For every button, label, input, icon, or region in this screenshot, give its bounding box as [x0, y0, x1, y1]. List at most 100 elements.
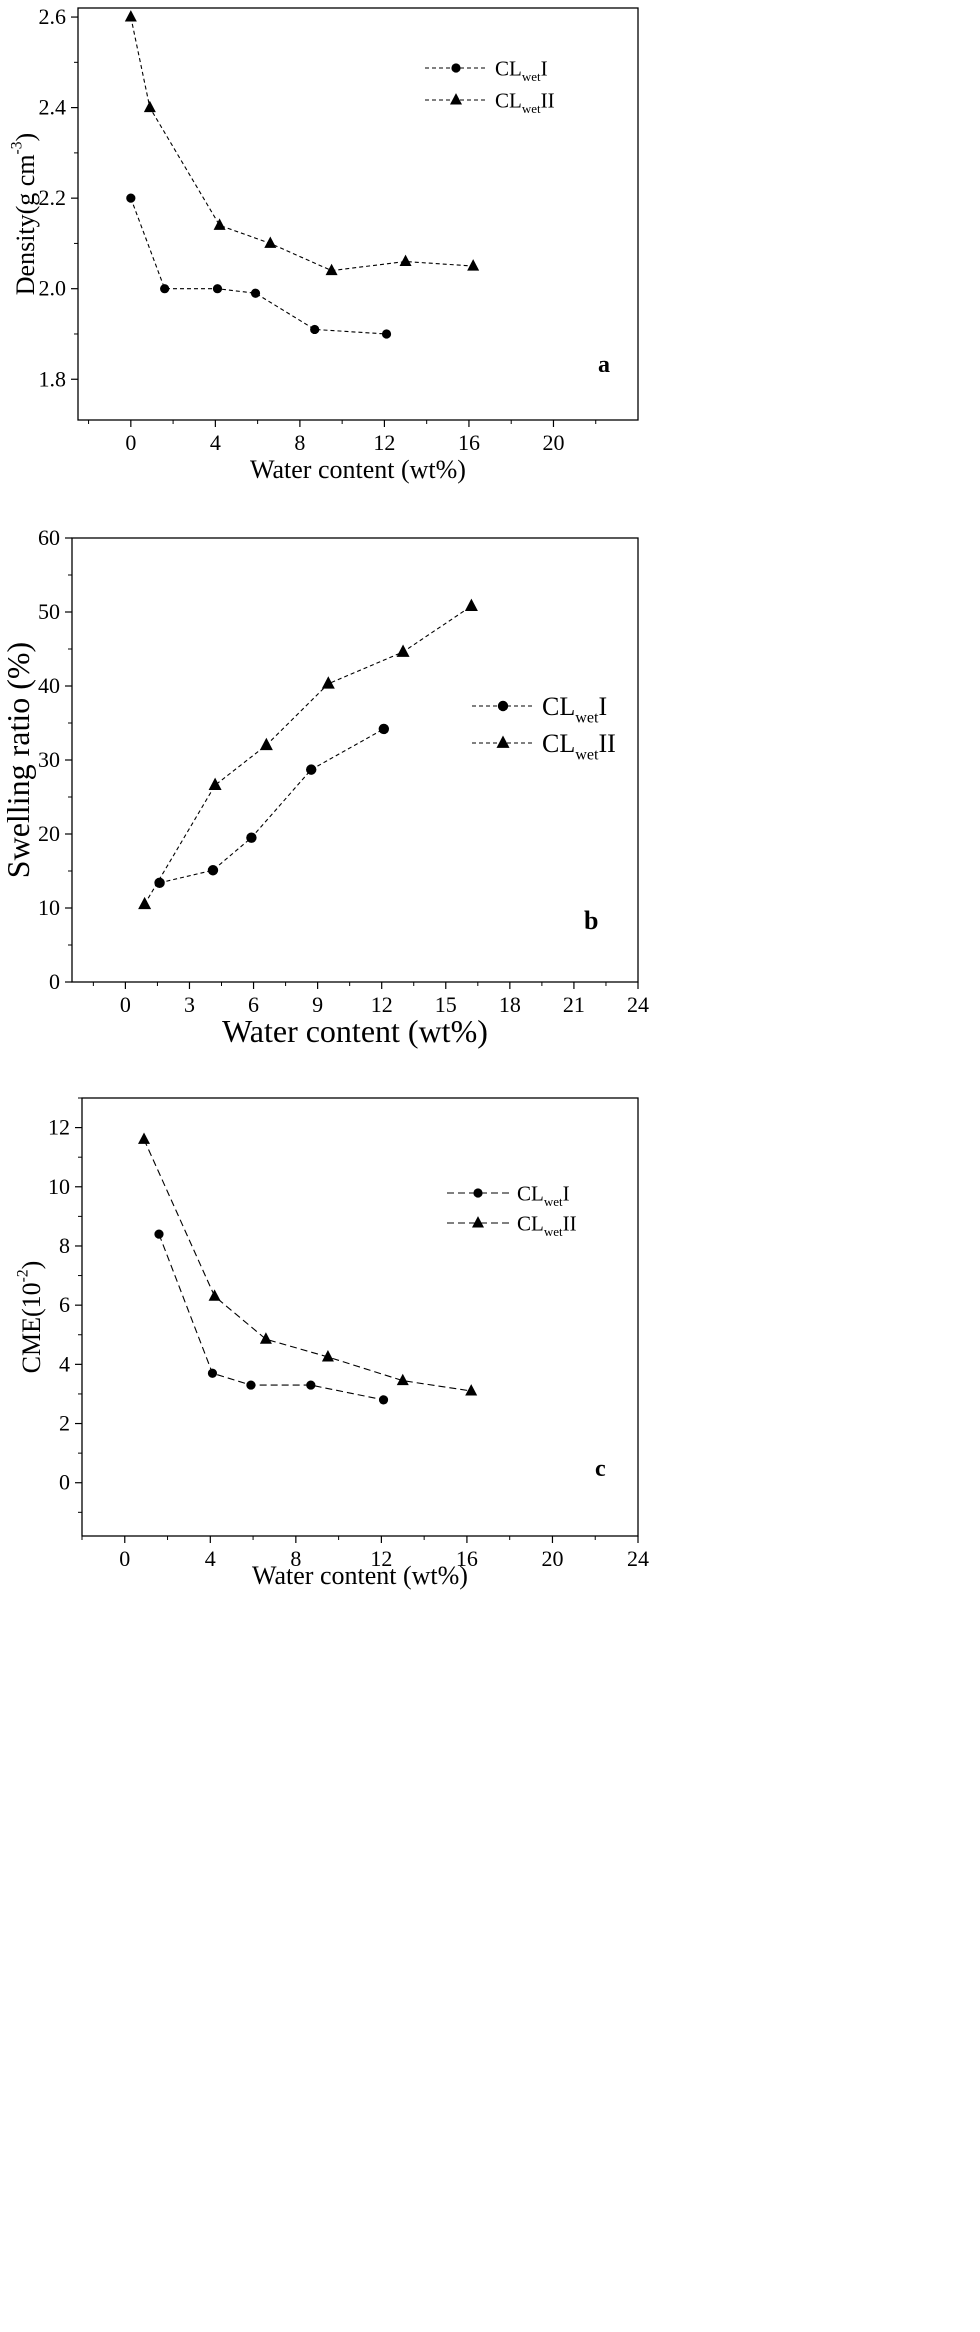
legend-label-sub: wet: [522, 69, 541, 84]
data-point-I: [250, 288, 261, 298]
y-tick-label: 50: [38, 599, 60, 624]
data-point-II: [208, 1289, 221, 1301]
y-axis-label-sup: -3: [8, 141, 25, 154]
legend-label: CLwetII: [517, 1211, 577, 1239]
legend-marker: [472, 1216, 484, 1228]
legend-label-sub: wet: [522, 101, 541, 116]
data-point-I: [306, 1380, 316, 1390]
y-tick-label: 6: [59, 1292, 70, 1317]
series-line-I: [130, 197, 387, 335]
legend-label-suffix: II: [541, 88, 555, 112]
legend-label-suffix: I: [599, 692, 608, 721]
data-point-II: [213, 218, 226, 230]
data-point-I: [126, 193, 136, 203]
plot-frame: [71, 537, 639, 983]
y-tick-label: 30: [38, 747, 60, 772]
data-point-I: [207, 1368, 218, 1378]
plot-frame: [81, 1097, 639, 1537]
y-axis-label-close: ): [11, 133, 40, 142]
data-point-II: [321, 676, 335, 689]
data-point-I: [160, 284, 170, 294]
x-tick-label: 16: [458, 430, 480, 455]
data-point-II: [464, 598, 478, 611]
x-tick-label: 4: [210, 430, 221, 455]
y-tick-label: 40: [38, 673, 60, 698]
x-tick-label: 12: [371, 992, 393, 1017]
x-tick-label: 20: [541, 1546, 563, 1571]
y-tick-label: 12: [48, 1115, 70, 1140]
x-tick-label: 9: [312, 992, 323, 1017]
data-point-II: [396, 1373, 409, 1386]
y-tick-label: 2.4: [39, 95, 67, 120]
y-tick-label: 2.0: [39, 276, 67, 301]
data-point-II: [396, 644, 410, 657]
legend-label-suffix: I: [541, 56, 548, 80]
data-point-I: [306, 764, 317, 775]
legend-label-suffix: I: [563, 1181, 570, 1205]
legend-label: CLwetI: [517, 1181, 570, 1209]
data-point-II: [465, 1384, 478, 1396]
y-tick-label: 8: [59, 1233, 70, 1258]
y-axis-label: Swelling ratio (%): [0, 642, 36, 878]
data-point-I: [378, 1395, 389, 1405]
legend-label-base: CL: [542, 692, 575, 721]
y-tick-label: 60: [38, 525, 60, 550]
y-tick-label: 1.8: [39, 366, 67, 391]
x-tick-label: 18: [499, 992, 521, 1017]
legend-marker: [450, 93, 462, 105]
y-tick-label: 2.6: [39, 4, 67, 29]
x-tick-label: 0: [119, 1546, 130, 1571]
legend-label: CLwetII: [495, 88, 555, 116]
panel-label: c: [595, 1456, 606, 1482]
legend-label-base: CL: [495, 88, 522, 112]
x-tick-label: 12: [370, 1546, 392, 1571]
x-tick-label: 12: [373, 430, 395, 455]
x-axis-label: Water content (wt%): [252, 1561, 468, 1590]
data-point-II: [321, 1350, 334, 1362]
data-point-II: [138, 1132, 151, 1144]
x-tick-label: 15: [435, 992, 457, 1017]
y-axis-label-text: Swelling ratio (%): [0, 642, 36, 878]
legend-label-base: CL: [542, 729, 575, 758]
data-point-II: [264, 236, 277, 248]
x-tick-label: 24: [627, 992, 649, 1017]
data-point-II: [208, 777, 222, 791]
legend-label-base: CL: [517, 1181, 544, 1205]
x-tick-label: 0: [120, 992, 131, 1017]
data-point-I: [246, 832, 257, 843]
chart-panel-b: 0 3 6 9 12 15 18 21 24 0 10 20 30 40 50 60 Water content…: [0, 525, 649, 1049]
x-axis-label: Water content (wt%): [250, 455, 466, 484]
panel-label: b: [584, 906, 598, 935]
legend-marker: [473, 1188, 483, 1198]
series-line-II: [130, 16, 474, 272]
x-tick-label: 4: [205, 1546, 216, 1571]
y-tick-label: 0: [49, 969, 60, 994]
legend-label: CLwetI: [495, 56, 548, 84]
data-point-I: [246, 1380, 256, 1390]
series-line-II: [144, 605, 472, 905]
legend-marker: [497, 700, 509, 712]
series-line-II: [143, 1139, 472, 1392]
x-tick-label: 0: [125, 430, 136, 455]
x-tick-label: 16: [456, 1546, 478, 1571]
chart-panel-a: 0 4 8 12 16 20 1.8 2.0 2.2 2.4 2.6 Water content (w…: [8, 4, 639, 484]
data-point-I: [310, 324, 320, 335]
data-point-II: [399, 254, 412, 267]
y-axis-label-close: ): [17, 1261, 46, 1270]
y-tick-label: 10: [38, 895, 60, 920]
data-point-I: [378, 723, 390, 735]
data-point-II: [124, 10, 137, 22]
y-tick-label: 2.2: [39, 185, 67, 210]
data-point-I: [154, 1229, 164, 1239]
x-tick-label: 8: [294, 430, 305, 455]
x-axis-label: Water content (wt%): [222, 1013, 488, 1049]
legend-label-base: CL: [495, 56, 522, 80]
data-point-I: [212, 284, 223, 294]
y-axis-label-sup: -2: [14, 1269, 31, 1282]
x-tick-label: 3: [184, 992, 195, 1017]
legend-label-sub: wet: [575, 746, 599, 763]
y-tick-label: 2: [59, 1411, 70, 1436]
legend-marker: [451, 63, 461, 73]
